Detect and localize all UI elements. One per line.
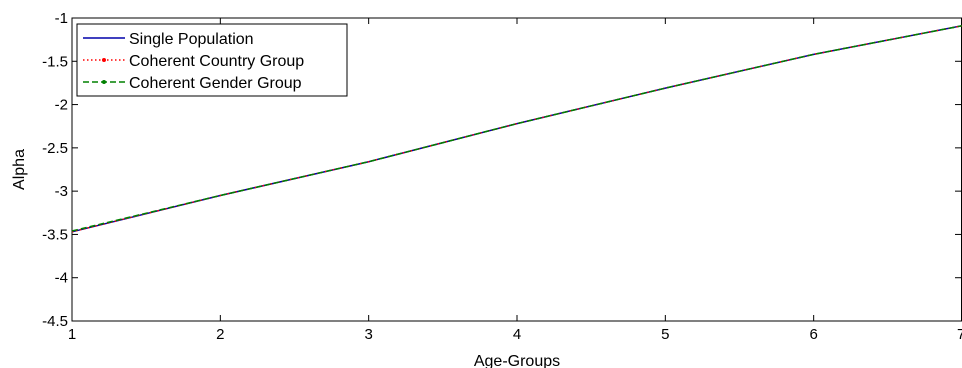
legend-marker-3 xyxy=(102,80,106,84)
x-axis: 1 2 3 4 5 6 7 xyxy=(68,18,962,343)
y-tick-label: -3 xyxy=(55,183,68,200)
y-tick-label: -4 xyxy=(55,270,68,287)
legend-box xyxy=(76,23,348,97)
x-axis-label: Age-Groups xyxy=(474,353,560,368)
y-axis-label: Alpha xyxy=(11,149,28,190)
y-tick-label: -1 xyxy=(55,10,68,27)
series-line-2 xyxy=(71,25,962,233)
y-tick-label: -4.5 xyxy=(42,313,68,330)
x-tick-label: 7 xyxy=(957,326,962,343)
legend: Single Population Coherent Country Group C… xyxy=(76,23,348,97)
series-lines xyxy=(71,25,962,233)
x-tick-label: 6 xyxy=(809,326,817,343)
y-axis: -4.5 -4 -3.5 -3 -2.5 -2 -1.5 -1 xyxy=(42,10,961,330)
y-tick-label: -1.5 xyxy=(42,53,68,70)
x-tick-label: 5 xyxy=(661,326,669,343)
x-tick-label: 4 xyxy=(513,326,521,343)
y-tick-label: -2 xyxy=(55,97,68,114)
legend-label-3: Coherent Gender Group xyxy=(129,75,302,92)
x-tick-label: 3 xyxy=(364,326,372,343)
legend-marker-2 xyxy=(102,58,106,62)
legend-label-1: Single Population xyxy=(129,31,254,48)
y-tick-label: -2.5 xyxy=(42,140,68,157)
legend-label-2: Coherent Country Group xyxy=(129,53,304,70)
x-tick-label: 2 xyxy=(216,326,224,343)
x-tick-label: 1 xyxy=(68,326,76,343)
y-tick-label: -3.5 xyxy=(42,226,68,243)
